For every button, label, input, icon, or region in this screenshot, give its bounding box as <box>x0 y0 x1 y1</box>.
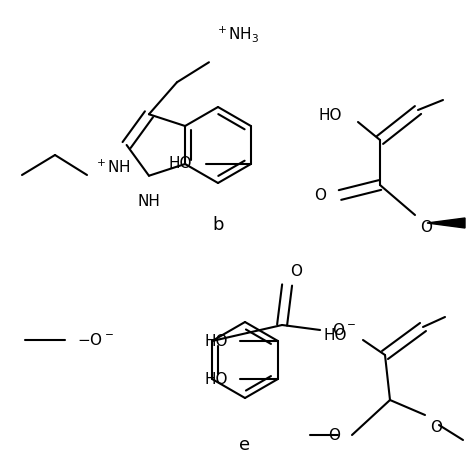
Text: $^+$NH: $^+$NH <box>94 158 130 176</box>
Text: O: O <box>290 264 302 279</box>
Text: $-$O$^-$: $-$O$^-$ <box>77 332 114 348</box>
Text: O: O <box>314 188 326 202</box>
Polygon shape <box>427 218 465 228</box>
Text: HO: HO <box>323 328 347 343</box>
Text: HO: HO <box>168 156 192 172</box>
Text: O: O <box>430 420 442 435</box>
Text: HO: HO <box>204 372 228 386</box>
Text: b: b <box>212 216 224 234</box>
Text: O$^-$: O$^-$ <box>332 322 356 338</box>
Text: O: O <box>420 220 432 235</box>
Text: NH: NH <box>137 194 160 209</box>
Text: HO: HO <box>319 108 342 122</box>
Text: $^+$NH$_3$: $^+$NH$_3$ <box>215 24 259 44</box>
Text: O: O <box>328 428 340 443</box>
Text: HO: HO <box>204 334 228 348</box>
Text: e: e <box>239 436 251 454</box>
